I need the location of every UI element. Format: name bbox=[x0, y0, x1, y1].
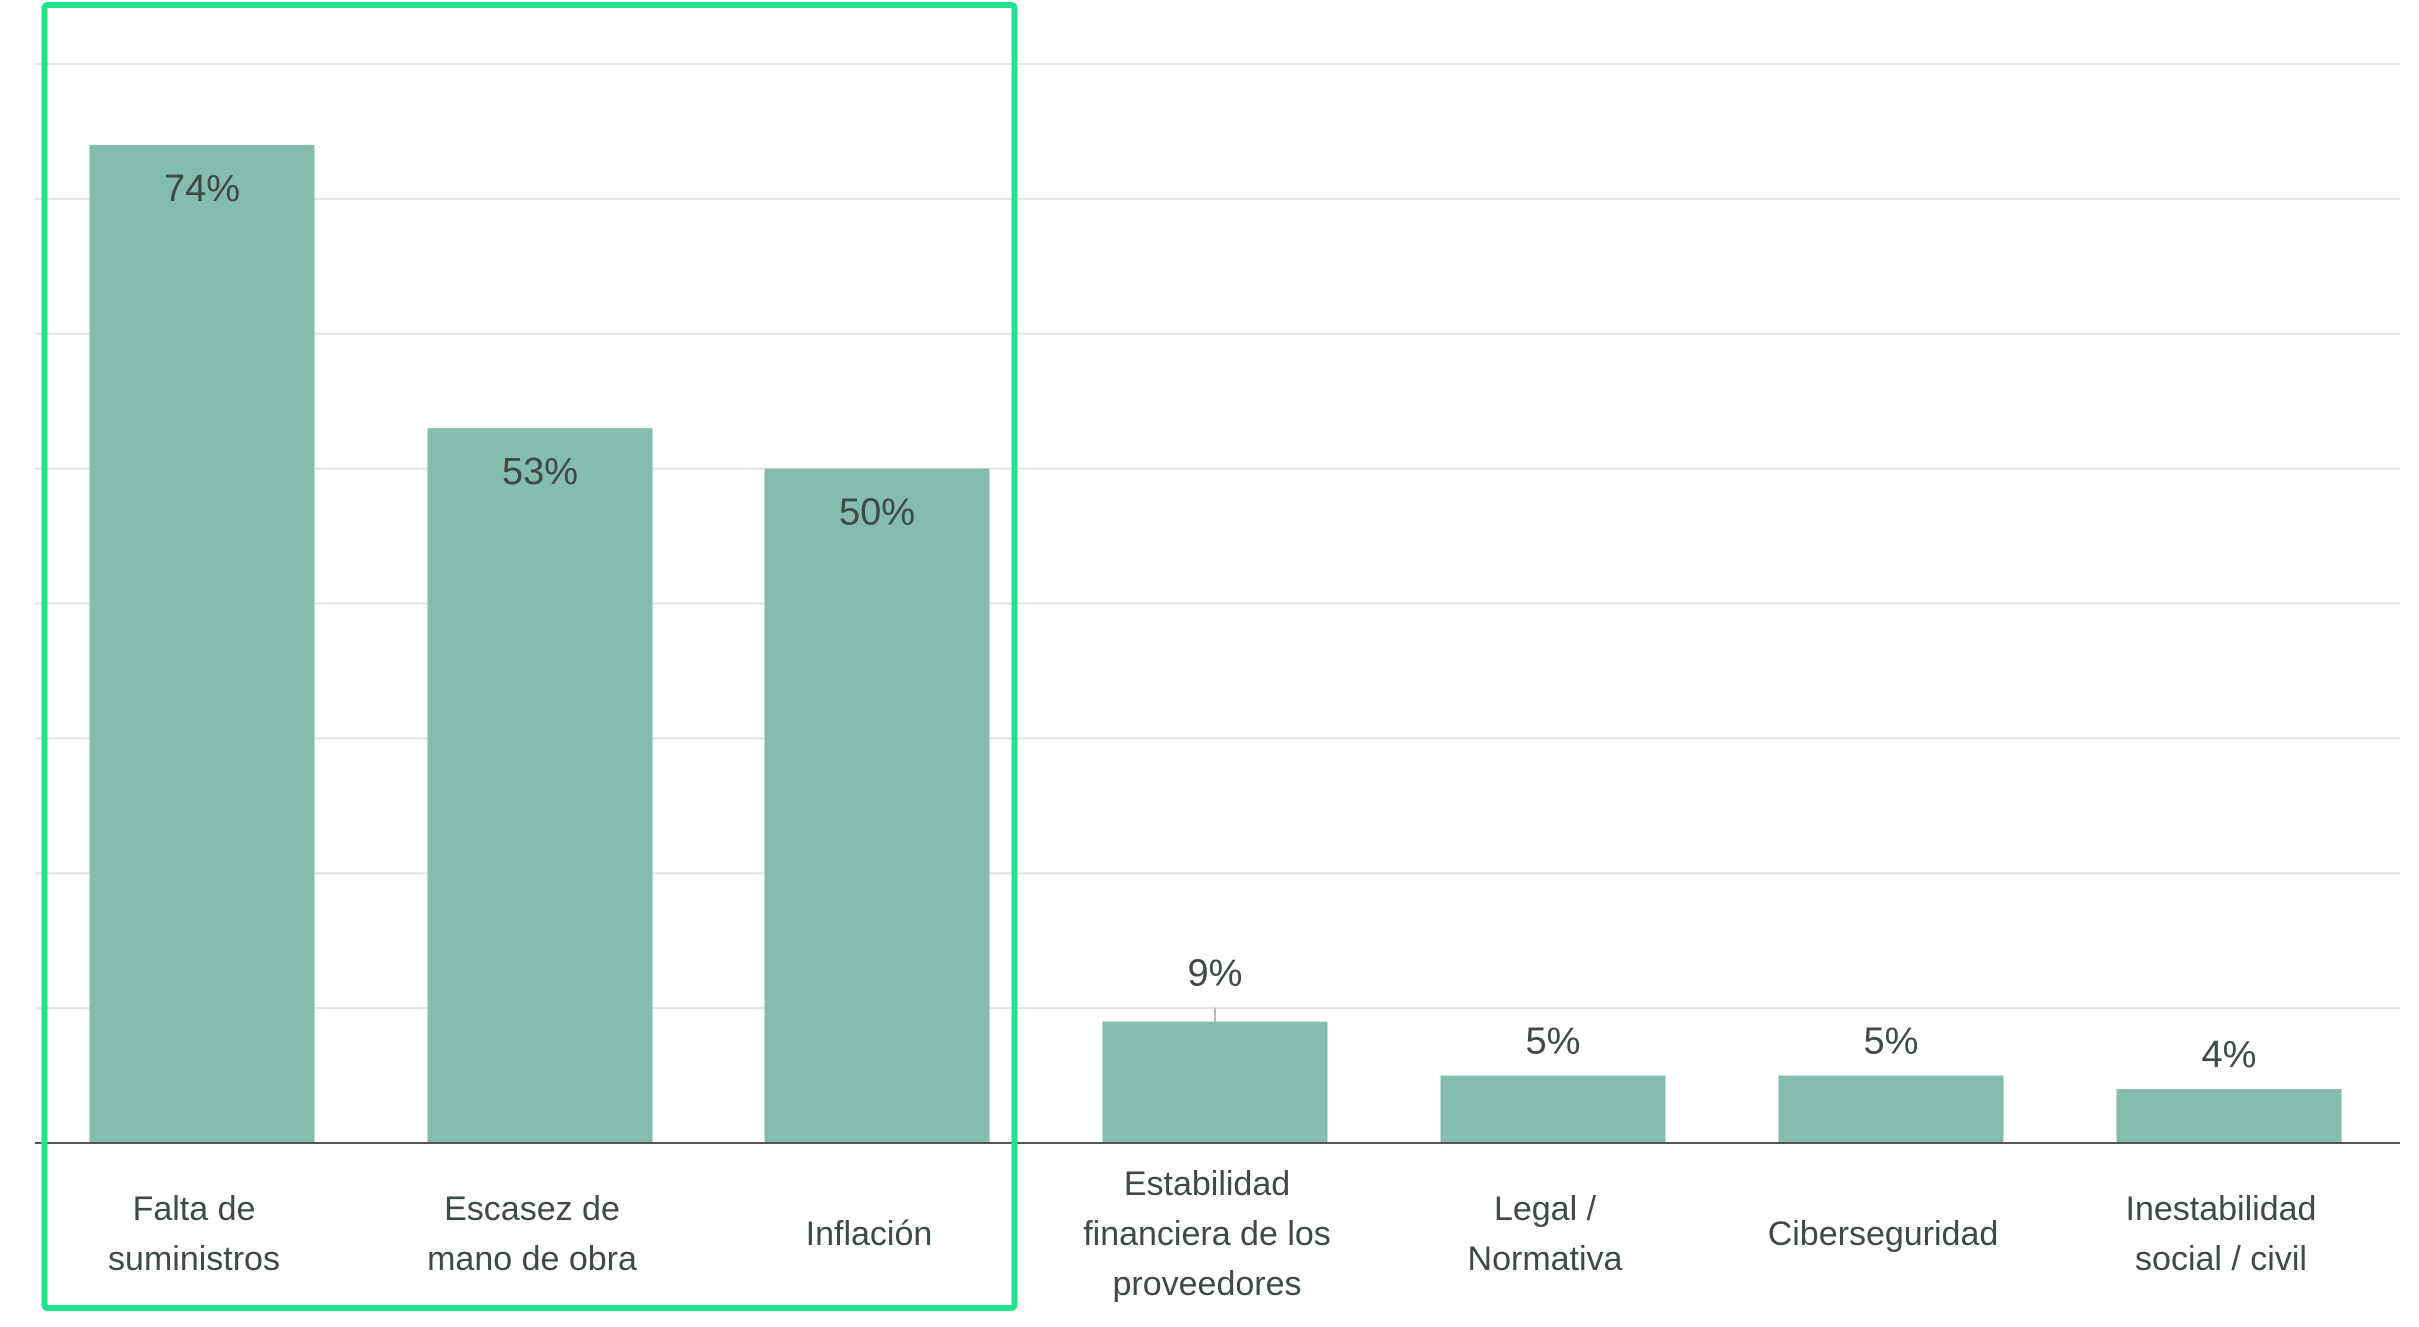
category-label-line: financiera de los bbox=[1083, 1215, 1331, 1253]
bar bbox=[1778, 1075, 2004, 1143]
bar bbox=[89, 144, 315, 1144]
value-label: 74% bbox=[164, 168, 240, 210]
value-label: 5% bbox=[1526, 1021, 1581, 1063]
category-label-line: mano de obra bbox=[427, 1240, 637, 1278]
value-label: 50% bbox=[839, 492, 915, 534]
category-label: Inestabilidad social / civil bbox=[2126, 1190, 2317, 1278]
category-label: Legal / Normativa bbox=[1468, 1190, 1623, 1278]
bar bbox=[2116, 1089, 2342, 1143]
value-label: 4% bbox=[2202, 1034, 2257, 1076]
value-labels: 74% 53% 50% 9% 5% 5% 4% bbox=[164, 168, 2256, 1076]
category-label-line: social / civil bbox=[2135, 1240, 2307, 1278]
category-label-line: suministros bbox=[108, 1240, 280, 1278]
category-label-line: Normativa bbox=[1468, 1240, 1623, 1278]
highlight-box bbox=[41, 2, 1018, 1311]
category-label-line: Inflación bbox=[806, 1215, 933, 1253]
bar bbox=[764, 468, 990, 1143]
grid-lines bbox=[35, 63, 2400, 1010]
value-label: 5% bbox=[1864, 1021, 1919, 1063]
category-label: Escasez de mano de obra bbox=[427, 1190, 637, 1278]
category-label: Inflación bbox=[806, 1215, 933, 1253]
bars bbox=[89, 144, 2342, 1144]
category-label-line: Inestabilidad bbox=[2126, 1190, 2317, 1228]
value-label: 9% bbox=[1188, 953, 1243, 995]
category-label-line: Escasez de bbox=[444, 1190, 620, 1228]
bar bbox=[1440, 1075, 1666, 1143]
category-label-line: Falta de bbox=[133, 1190, 256, 1228]
category-labels: Falta de suministros Escasez de mano de obr… bbox=[108, 1165, 2316, 1303]
category-label: Falta de suministros bbox=[108, 1190, 280, 1278]
category-label-line: proveedores bbox=[1112, 1265, 1301, 1303]
bar bbox=[427, 428, 653, 1144]
value-label: 53% bbox=[502, 451, 578, 493]
category-label-line: Ciberseguridad bbox=[1768, 1215, 1999, 1253]
bar bbox=[1102, 1021, 1328, 1143]
category-label: Ciberseguridad bbox=[1768, 1215, 1999, 1253]
category-label: Estabilidad financiera de los proveedores bbox=[1083, 1165, 1331, 1303]
category-label-line: Estabilidad bbox=[1124, 1165, 1290, 1203]
category-label-line: Legal / bbox=[1494, 1190, 1597, 1228]
